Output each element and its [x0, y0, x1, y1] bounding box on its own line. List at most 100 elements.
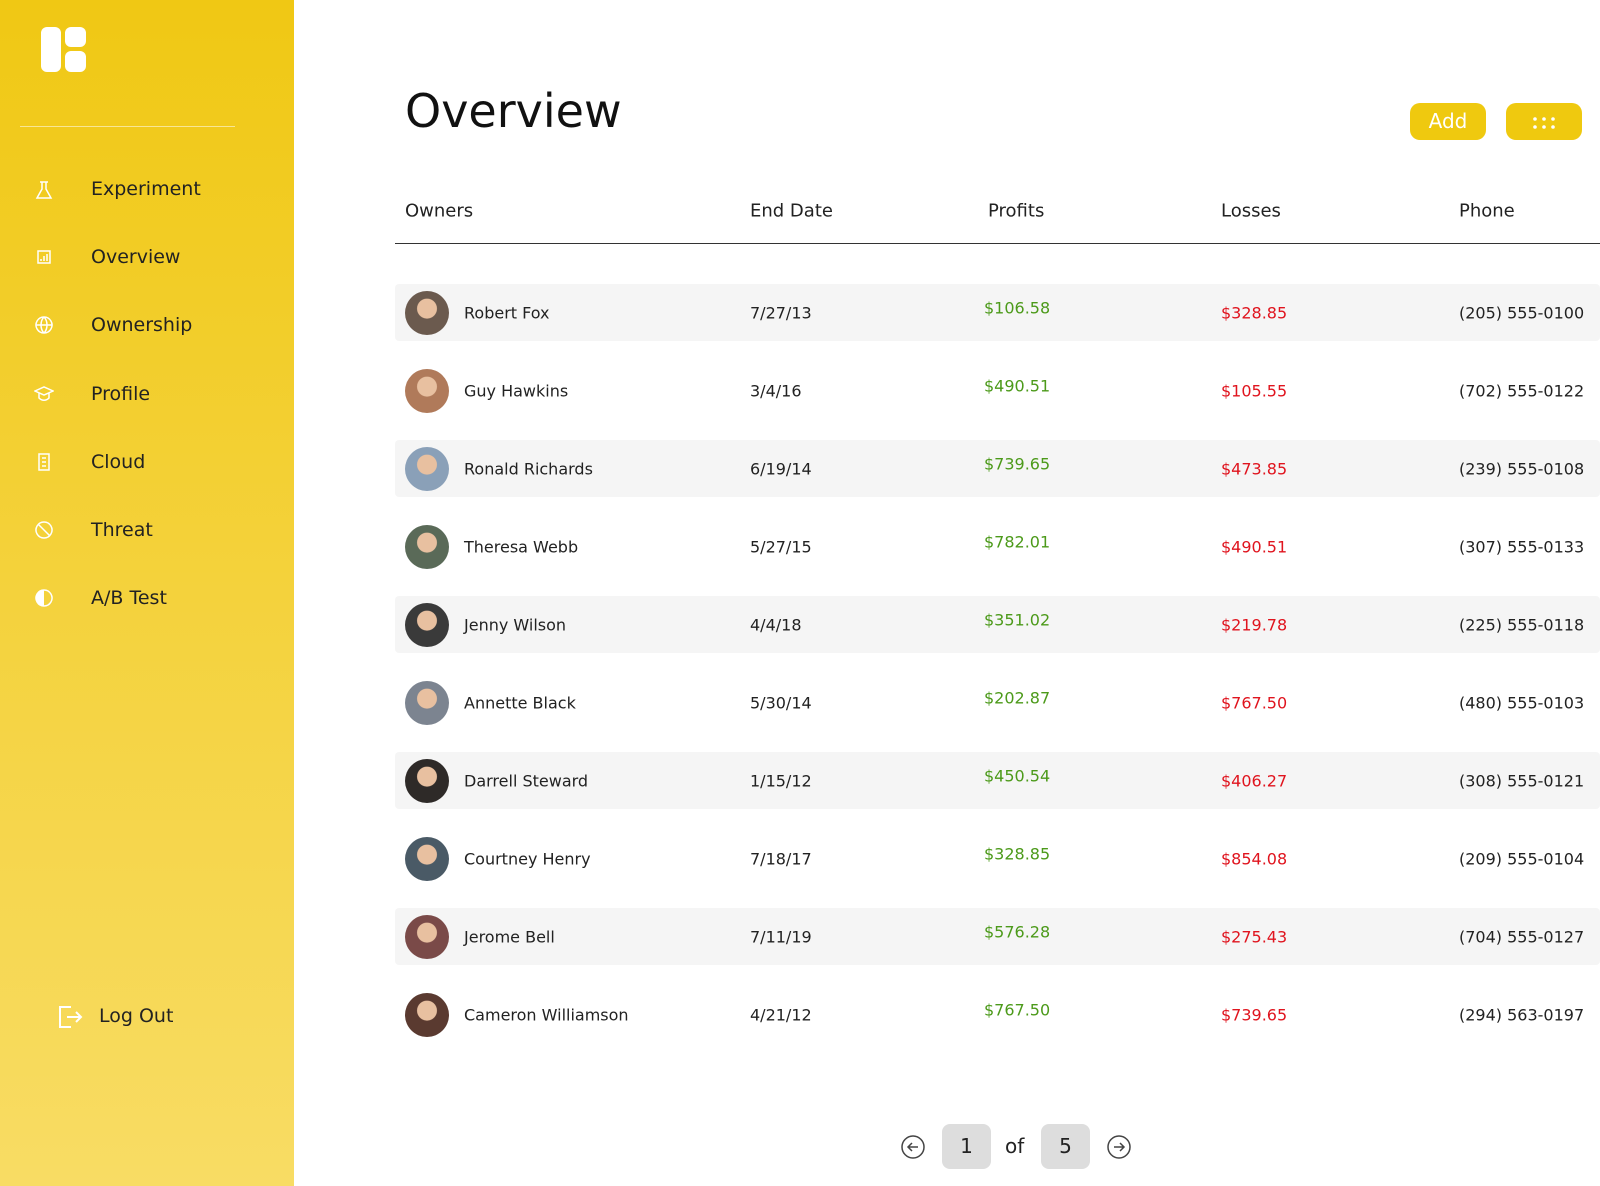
logo — [41, 27, 86, 72]
profit: $328.85 — [984, 844, 1051, 863]
nav-icon[interactable] — [34, 247, 54, 267]
end-date: 4/4/18 — [750, 615, 802, 634]
nav-icon[interactable] — [34, 315, 54, 335]
loss: $473.85 — [1221, 459, 1288, 478]
profit: $767.50 — [984, 1000, 1051, 1019]
end-date: 7/18/17 — [750, 849, 812, 868]
nav-icon[interactable] — [34, 384, 54, 404]
profit: $490.51 — [984, 376, 1051, 395]
phone: (294) 563-0197 — [1459, 1005, 1585, 1024]
end-date: 1/15/12 — [750, 771, 812, 790]
phone: (205) 555-0100 — [1459, 303, 1585, 322]
column-header[interactable]: Profits — [988, 200, 1045, 222]
profit: $739.65 — [984, 454, 1051, 473]
phone: (308) 555-0121 — [1459, 771, 1585, 790]
column-header[interactable]: Losses — [1221, 200, 1281, 222]
prev-page[interactable] — [900, 1134, 926, 1160]
phone: (702) 555-0122 — [1459, 381, 1585, 400]
end-date: 3/4/16 — [750, 381, 802, 400]
owner-name: Jenny Wilson — [464, 615, 567, 634]
nav-item[interactable]: Overview — [91, 246, 181, 269]
avatar — [405, 524, 449, 569]
total-pages[interactable]: 5 — [1041, 1124, 1090, 1169]
loss: $275.43 — [1221, 927, 1288, 946]
profit: $202.87 — [984, 688, 1051, 707]
end-date: 4/21/12 — [750, 1005, 812, 1024]
menu-button[interactable] — [1506, 103, 1582, 140]
nav-item[interactable]: Threat — [91, 519, 153, 541]
owner-name: Jerome Bell — [464, 927, 555, 946]
nav-item[interactable]: Ownership — [91, 314, 193, 337]
nav-item[interactable]: Experiment — [91, 178, 201, 200]
profit: $106.58 — [984, 298, 1051, 317]
logout-icon[interactable] — [57, 1004, 83, 1030]
nav-item[interactable]: Profile — [91, 382, 151, 405]
table-row[interactable]: Theresa Webb 5/27/15 $782.01 $490.51 (307) 5… — [395, 518, 1600, 575]
table-row[interactable]: Jerome Bell 7/11/19 $576.28 $275.43 (704) 55… — [395, 908, 1600, 965]
column-header[interactable]: Owners — [405, 200, 474, 222]
end-date: 5/30/14 — [750, 693, 812, 712]
owner-name: Guy Hawkins — [464, 381, 569, 400]
logout[interactable]: Log Out — [99, 1005, 174, 1027]
owner-name: Courtney Henry — [464, 849, 591, 868]
nav-icon[interactable] — [34, 520, 54, 540]
avatar — [405, 914, 449, 959]
table-row[interactable]: Guy Hawkins 3/4/16 $490.51 $105.55 (702) 555… — [395, 362, 1600, 419]
nav-icon[interactable] — [34, 588, 54, 608]
profit: $782.01 — [984, 532, 1051, 551]
table-row[interactable]: Jenny Wilson 4/4/18 $351.02 $219.78 (225) 55… — [395, 596, 1600, 653]
nav-item[interactable]: Cloud — [91, 450, 146, 473]
loss: $406.27 — [1221, 771, 1288, 790]
table-row[interactable]: Courtney Henry 7/18/17 $328.85 $854.08 (209)… — [395, 830, 1600, 887]
sidebar: Experiment Overview Ownership Profile Cloud T… — [0, 0, 294, 1186]
end-date: 5/27/15 — [750, 537, 812, 556]
loss: $854.08 — [1221, 849, 1288, 868]
owner-name: Darrell Steward — [464, 771, 589, 790]
divider — [20, 126, 235, 127]
table-row[interactable]: Annette Black 5/30/14 $202.87 $767.50 (480) … — [395, 674, 1600, 731]
owner-name: Robert Fox — [464, 303, 550, 322]
phone: (307) 555-0133 — [1459, 537, 1585, 556]
avatar — [405, 758, 449, 803]
loss: $219.78 — [1221, 615, 1288, 634]
table-row[interactable]: Robert Fox 7/27/13 $106.58 $328.85 (205) 555… — [395, 284, 1600, 341]
add-button[interactable]: Add — [1410, 103, 1486, 140]
column-header[interactable]: Phone — [1459, 200, 1515, 222]
end-date: 7/27/13 — [750, 303, 812, 322]
phone: (704) 555-0127 — [1459, 927, 1585, 946]
page-of: of — [1005, 1134, 1025, 1158]
end-date: 6/19/14 — [750, 459, 812, 478]
loss: $105.55 — [1221, 381, 1288, 400]
table-row[interactable]: Darrell Steward 1/15/12 $450.54 $406.27 (308… — [395, 752, 1600, 809]
end-date: 7/11/19 — [750, 927, 812, 946]
avatar — [405, 680, 449, 725]
avatar — [405, 446, 449, 491]
avatar — [405, 992, 449, 1037]
nav-item[interactable]: A/B Test — [91, 587, 167, 610]
owner-name: Ronald Richards — [464, 459, 593, 478]
phone: (225) 555-0118 — [1459, 615, 1585, 634]
nav-icon[interactable] — [34, 179, 54, 199]
avatar — [405, 368, 449, 413]
nav-icon[interactable] — [34, 452, 54, 472]
page-title: Overview — [405, 84, 622, 138]
table-row[interactable]: Ronald Richards 6/19/14 $739.65 $473.85 (239… — [395, 440, 1600, 497]
phone: (239) 555-0108 — [1459, 459, 1585, 478]
table-row[interactable]: Cameron Williamson 4/21/12 $767.50 $739.65 (… — [395, 986, 1600, 1043]
avatar — [405, 602, 449, 647]
loss: $767.50 — [1221, 693, 1288, 712]
loss: $739.65 — [1221, 1005, 1288, 1024]
phone: (480) 555-0103 — [1459, 693, 1585, 712]
owner-name: Cameron Williamson — [464, 1005, 629, 1024]
owner-name: Annette Black — [464, 693, 576, 712]
loss: $328.85 — [1221, 303, 1288, 322]
profit: $351.02 — [984, 610, 1051, 629]
next-page[interactable] — [1106, 1134, 1132, 1160]
header-rule — [395, 243, 1600, 244]
phone: (209) 555-0104 — [1459, 849, 1585, 868]
column-header[interactable]: End Date — [750, 200, 833, 222]
profit: $576.28 — [984, 922, 1051, 941]
loss: $490.51 — [1221, 537, 1288, 556]
current-page[interactable]: 1 — [942, 1124, 991, 1169]
